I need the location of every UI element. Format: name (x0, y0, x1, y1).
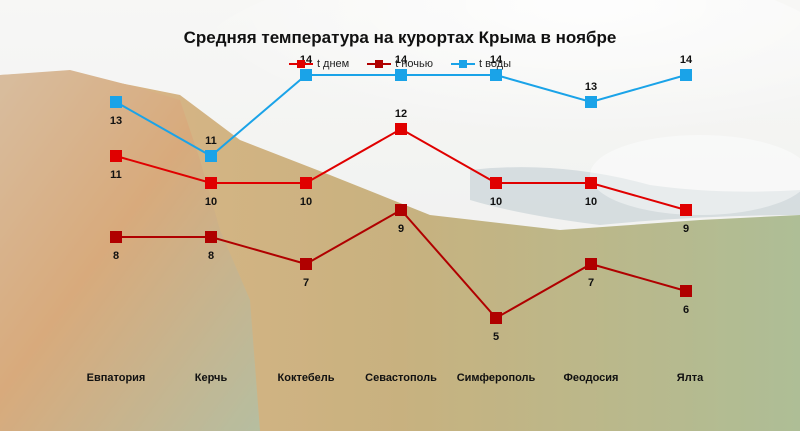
data-label-water-6: 14 (680, 54, 693, 66)
data-label-day-1: 10 (205, 196, 217, 208)
data-label-day-5: 10 (585, 196, 597, 208)
chart-title: Средняя температура на курортах Крыма в … (183, 28, 617, 47)
point-day-5 (585, 177, 597, 189)
x-tick-label-4: Симферополь (457, 372, 536, 384)
point-night-1 (205, 231, 217, 243)
point-night-6 (680, 285, 692, 297)
legend-label-water: t воды (479, 58, 512, 70)
legend-item-day: t днем (288, 58, 350, 70)
legend-swatch-night (367, 60, 392, 68)
series-line-day (115, 127, 687, 211)
point-water-5 (585, 96, 597, 108)
data-label-night-2: 7 (303, 277, 309, 289)
data-label-day-4: 10 (490, 196, 502, 208)
chart-legend: t днем t ночью t воды (0, 58, 800, 70)
point-day-1 (205, 177, 217, 189)
data-label-day-6: 9 (683, 223, 689, 235)
data-label-night-6: 6 (683, 304, 689, 316)
x-tick-label-5: Феодосия (564, 372, 619, 384)
data-label-water-3: 14 (395, 54, 408, 66)
legend-item-night: t ночью (367, 58, 433, 70)
data-label-night-4: 5 (493, 331, 499, 343)
point-water-4 (490, 69, 502, 81)
point-water-0 (110, 96, 122, 108)
data-label-day-2: 10 (300, 196, 312, 208)
data-label-day-3: 12 (395, 108, 407, 120)
x-tick-label-0: Евпатория (87, 372, 146, 384)
point-night-0 (110, 231, 122, 243)
data-label-water-5: 13 (585, 81, 597, 93)
data-label-night-5: 7 (588, 277, 594, 289)
x-tick-label-2: Коктебель (278, 372, 335, 384)
data-label-night-1: 8 (208, 250, 214, 262)
point-night-4 (490, 312, 502, 324)
legend-item-water: t воды (451, 58, 511, 70)
point-night-2 (300, 258, 312, 270)
legend-swatch-day (288, 60, 313, 68)
point-water-2 (300, 69, 312, 81)
legend-swatch-water (451, 60, 476, 68)
data-label-water-4: 14 (490, 54, 503, 66)
x-tick-label-1: Керчь (195, 372, 228, 384)
data-label-night-3: 9 (398, 223, 404, 235)
legend-label-day: t днем (316, 58, 350, 70)
x-tick-label-6: Ялта (677, 372, 704, 384)
point-day-6 (680, 204, 692, 216)
point-day-0 (110, 150, 122, 162)
data-label-water-1: 11 (205, 135, 217, 147)
data-label-day-0: 11 (110, 169, 122, 181)
point-water-3 (395, 69, 407, 81)
point-day-3 (395, 123, 407, 135)
point-night-5 (585, 258, 597, 270)
data-label-night-0: 8 (113, 250, 119, 262)
point-day-4 (490, 177, 502, 189)
data-label-water-0: 13 (110, 115, 122, 127)
point-water-6 (680, 69, 692, 81)
point-day-2 (300, 177, 312, 189)
point-water-1 (205, 150, 217, 162)
x-tick-label-3: Севастополь (365, 372, 437, 384)
point-night-3 (395, 204, 407, 216)
legend-label-night: t ночью (395, 58, 434, 70)
